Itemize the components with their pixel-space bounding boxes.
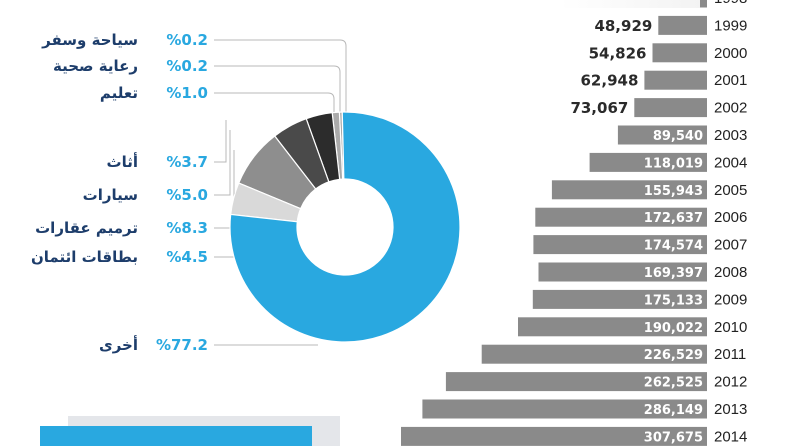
bar-value-label-2012: 262,525 (644, 376, 703, 391)
legend-percent-0: %0.2 (166, 31, 208, 49)
donut-slice-7 (229, 111, 461, 343)
year-label-2007: 2007 (714, 237, 747, 254)
bar-value-label-1999: 48,929 (594, 17, 652, 35)
legend-label-5: ترميم عقارات (35, 219, 138, 237)
legend-connector-2 (214, 92, 335, 112)
legend-label-6: بطاقات ائتمان (31, 248, 138, 266)
bar-2010 (518, 317, 707, 337)
year-label-1998: 1998 (714, 0, 747, 7)
year-label-2011: 2011 (714, 346, 746, 363)
bar-value-label-2005: 155,943 (644, 184, 703, 199)
bar-value-label-2008: 169,397 (644, 266, 703, 281)
bar-value-label-2001: 62,948 (581, 72, 639, 90)
bar-value-label-2000: 54,826 (589, 44, 647, 62)
legend-percent-7: %77.2 (156, 336, 208, 354)
legend-label-2: تعليم (100, 84, 138, 102)
year-label-1999: 1999 (714, 17, 747, 34)
legend-connector-3 (214, 120, 227, 163)
legend-label-7: أخرى (99, 335, 138, 354)
year-label-2012: 2012 (714, 374, 747, 391)
legend-percent-1: %0.2 (166, 57, 208, 75)
legend-percent-5: %8.3 (166, 219, 208, 237)
donut-legend: %0.2 سياحة وسفر %0.2 رعاية صحية %1.0 تعليم %3.… (31, 31, 208, 354)
bar-2006 (535, 207, 707, 227)
bar-chart: 199845,137199948,929200054,826200162,948… (401, 0, 747, 446)
bar-2013 (422, 399, 707, 419)
year-label-2009: 2009 (714, 291, 747, 308)
legend-connector-4 (214, 130, 231, 196)
bar-value-label-2002: 73,067 (570, 99, 628, 117)
legend-percent-3: %3.7 (166, 153, 208, 171)
year-label-2002: 2002 (714, 100, 747, 117)
legend-label-4: سيارات (83, 186, 138, 204)
bar-2007 (533, 235, 707, 255)
bar-2001 (644, 70, 707, 90)
year-label-2003: 2003 (714, 127, 747, 144)
year-label-2004: 2004 (714, 154, 747, 171)
year-label-2013: 2013 (714, 401, 747, 418)
bar-2005 (551, 180, 707, 200)
legend-label-1: رعاية صحية (53, 57, 138, 75)
bar-value-label-2007: 174,574 (644, 239, 703, 254)
legend-label-0: سياحة وسفر (41, 31, 138, 49)
donut-chart (229, 111, 461, 343)
year-label-2001: 2001 (714, 72, 747, 89)
legend-percent-2: %1.0 (166, 84, 208, 102)
year-label-2014: 2014 (714, 428, 747, 445)
legend-connector-0 (214, 39, 347, 112)
bar-2000 (652, 43, 707, 63)
bar-value-label-2004: 118,019 (644, 156, 703, 171)
legend-percent-4: %5.0 (166, 186, 208, 204)
bar-1999 (658, 15, 707, 35)
bar-value-label-2003: 89,540 (653, 129, 703, 144)
bar-2012 (445, 372, 707, 392)
bar-value-label-2009: 175,133 (644, 293, 703, 308)
bar-2011 (481, 344, 707, 364)
year-label-2005: 2005 (714, 182, 747, 199)
year-label-2008: 2008 (714, 264, 747, 281)
year-label-2006: 2006 (714, 209, 747, 226)
bar-value-label-2006: 172,637 (644, 211, 703, 226)
bar-2002 (634, 98, 707, 118)
top-fade (560, 0, 700, 8)
bar-value-label-2010: 190,022 (644, 321, 703, 336)
bar-2004 (589, 152, 707, 172)
bar-value-label-2014: 307,675 (644, 430, 703, 445)
legend-percent-6: %4.5 (166, 248, 208, 266)
year-label-2000: 2000 (714, 45, 747, 62)
bar-value-label-2011: 226,529 (644, 348, 703, 363)
bar-2008 (538, 262, 707, 282)
bar-2003 (617, 125, 707, 145)
bar-value-label-2013: 286,149 (644, 403, 703, 418)
bar-2014 (401, 426, 707, 446)
legend-connector-1 (214, 65, 341, 112)
year-label-2010: 2010 (714, 319, 747, 336)
bottom-banner (40, 426, 312, 446)
legend-label-3: أثاث (107, 152, 138, 171)
bar-2009 (532, 289, 707, 309)
